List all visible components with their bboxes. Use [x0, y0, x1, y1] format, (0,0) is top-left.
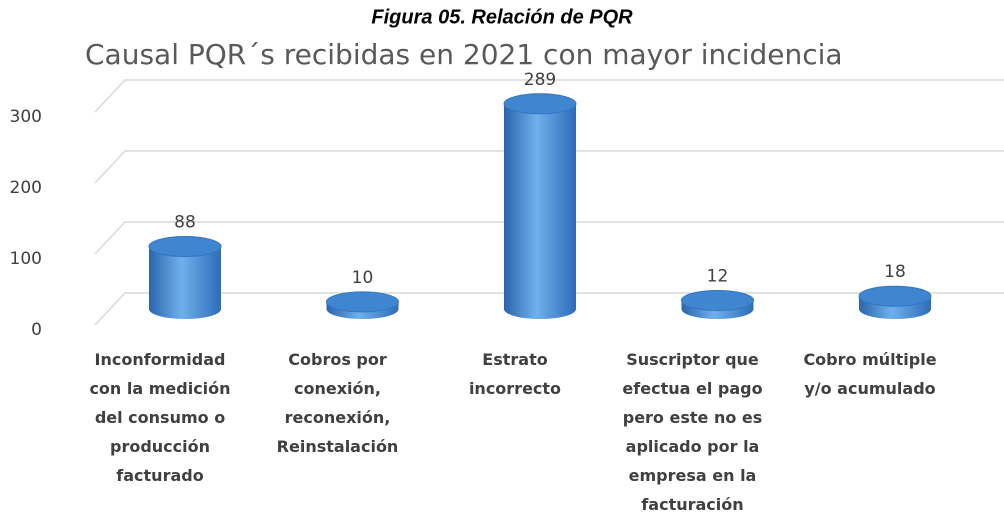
x-tick-label: Suscriptor que efectua el pago pero este n…: [622, 350, 762, 514]
cylinder-top: [148, 236, 222, 258]
x-tick-label-line: pero este no es: [623, 408, 763, 427]
cylinder-body: [504, 103, 576, 319]
x-tick-label-line: del consumo o: [95, 408, 225, 427]
y-tick-label: 0: [31, 320, 42, 340]
x-tick-label-line: Inconformidad: [95, 350, 226, 369]
x-tick-label-line: con la medición: [89, 379, 230, 398]
x-tick-label-line: Cobros por: [288, 350, 387, 369]
x-tick-label-line: Reinstalación: [277, 437, 399, 456]
grid-line: [94, 150, 1004, 184]
x-tick-label-line: producción: [110, 437, 210, 456]
grid-line: [94, 79, 1004, 113]
x-tick-label: Cobro múltiple y/o acumulado: [803, 350, 936, 398]
x-tick-label-line: Suscriptor que: [626, 350, 759, 369]
x-tick-label-line: conexión,: [294, 379, 381, 398]
y-tick-label: 200: [10, 178, 42, 198]
cylinder-top: [681, 289, 754, 311]
bar: [503, 93, 577, 319]
value-label: 18: [884, 262, 906, 282]
x-tick-label-line: y/o acumulado: [804, 379, 935, 398]
x-tick-label-line: Estrato: [482, 350, 547, 369]
value-label: 10: [352, 268, 374, 288]
grid-line: [94, 221, 1004, 255]
value-label: 88: [174, 213, 196, 233]
x-tick-label-line: empresa en la: [629, 466, 757, 485]
x-tick-label-line: facturado: [116, 466, 203, 485]
x-tick-label-line: efectua el pago: [622, 379, 762, 398]
x-tick-label: Estrato incorrecto: [469, 350, 561, 398]
cylinder-top: [326, 291, 399, 313]
bar: [681, 289, 754, 319]
x-tick-label-line: facturación: [641, 495, 743, 514]
x-tick-label-line: aplicado por la: [626, 437, 760, 456]
bar: [326, 291, 399, 319]
bar: [858, 285, 932, 319]
x-tick-label: Inconformidad con la medición del consumo …: [89, 350, 230, 485]
value-label: 289: [524, 70, 556, 90]
bar: [148, 236, 222, 319]
y-tick-label: 300: [10, 107, 42, 127]
x-tick-label-line: Cobro múltiple: [803, 350, 936, 369]
cylinder-top: [503, 93, 577, 115]
chart-title: Causal PQR´s recibidas en 2021 con mayor…: [85, 38, 843, 71]
value-label: 12: [707, 266, 729, 286]
x-tick-label-line: reconexión,: [285, 408, 391, 427]
figure-caption: Figura 05. Relación de PQR: [371, 6, 633, 28]
x-tick-label-line: incorrecto: [469, 379, 561, 398]
cylinder-top: [858, 285, 932, 307]
cylinder-body: [149, 246, 221, 319]
y-tick-label: 100: [10, 249, 42, 269]
x-tick-label: Cobros por conexión, reconexión, Reinstalac…: [277, 350, 399, 456]
